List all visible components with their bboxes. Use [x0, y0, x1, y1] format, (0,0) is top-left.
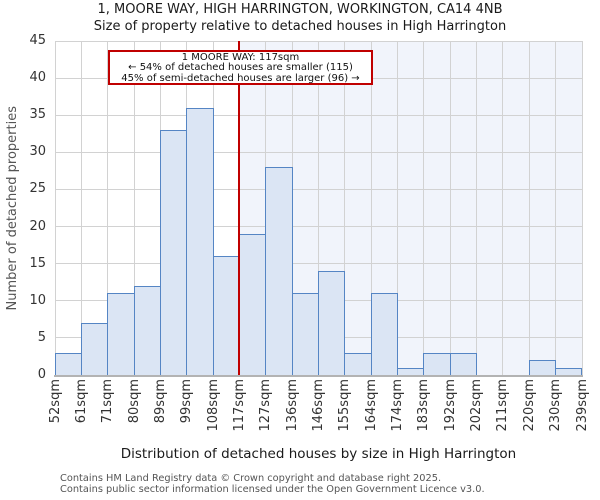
histogram-bar — [423, 352, 451, 375]
y-axis-label: Number of detached properties — [4, 105, 20, 311]
chart-title: 1, MOORE WAY, HIGH HARRINGTON, WORKINGTO… — [97, 2, 503, 17]
y-tick-label: 35 — [29, 107, 46, 123]
y-tick-label: 40 — [29, 70, 46, 86]
histogram-bar — [212, 256, 240, 375]
y-tick-label: 20 — [29, 218, 46, 234]
annotation-line-2: ← 54% of detached houses are smaller (11… — [128, 62, 353, 74]
histogram-bar — [133, 285, 161, 375]
y-tick-label: 0 — [37, 367, 46, 382]
x-tick-label: 183sqm — [416, 379, 432, 432]
x-tick-label: 164sqm — [363, 379, 379, 432]
x-tick-label: 192sqm — [442, 379, 458, 432]
x-tick-label: 230sqm — [548, 379, 564, 432]
gridline-vertical — [370, 41, 372, 375]
x-tick-label: 239sqm — [574, 379, 590, 432]
annotation-line-1: 1 MOORE WAY: 117sqm — [181, 52, 300, 63]
histogram-bar — [80, 323, 109, 375]
gridline-vertical — [423, 41, 425, 375]
marker-annotation: 1 MOORE WAY: 117sqm ← 54% of detached ho… — [108, 50, 373, 85]
x-tick-label: 146sqm — [311, 379, 326, 432]
gridline-vertical — [54, 41, 56, 375]
histogram-bar — [291, 293, 319, 375]
histogram-bar — [449, 352, 478, 375]
histogram-bar — [344, 352, 372, 375]
histogram-bar — [370, 293, 399, 375]
gridline-vertical — [80, 41, 82, 375]
plot-area — [54, 40, 583, 375]
gridline-vertical — [581, 41, 583, 375]
x-tick-label: 80sqm — [126, 379, 142, 424]
histogram-bar — [159, 130, 188, 375]
gridline-vertical — [528, 41, 530, 375]
gridline-vertical — [502, 41, 504, 375]
gridline-vertical — [476, 41, 478, 375]
histogram-bar — [265, 167, 293, 375]
y-tick-label: 10 — [29, 292, 46, 308]
histogram-bar — [238, 233, 267, 375]
y-tick-label: 30 — [29, 144, 46, 160]
x-tick-label: 174sqm — [390, 379, 406, 432]
x-axis-title: Distribution of detached houses by size … — [120, 446, 517, 462]
gridline-vertical — [555, 41, 557, 375]
x-tick-label: 117sqm — [231, 379, 247, 432]
histogram-bar — [555, 367, 583, 375]
histogram-bar — [186, 107, 214, 375]
gridline-vertical — [397, 41, 399, 375]
y-axis-label-wrap: Number of detached properties — [3, 41, 21, 375]
x-tick-label: 89sqm — [152, 379, 168, 424]
footer-attribution-line-2: Contains public sector information licen… — [60, 484, 485, 495]
x-tick-label: 155sqm — [337, 379, 353, 432]
y-tick-label: 5 — [37, 329, 46, 345]
histogram-bar — [397, 367, 425, 375]
y-tick-label: 15 — [29, 255, 46, 271]
gridline-vertical — [107, 41, 109, 375]
histogram-bar — [107, 293, 135, 375]
x-axis-line — [54, 375, 583, 377]
gridline-vertical — [344, 41, 346, 375]
marker-line — [238, 41, 241, 375]
x-tick-label: 202sqm — [469, 379, 485, 432]
x-tick-label: 108sqm — [205, 379, 221, 432]
gridline-vertical — [133, 41, 135, 375]
x-tick-label: 127sqm — [258, 379, 274, 432]
histogram-bar — [54, 352, 82, 375]
x-tick-label: 220sqm — [521, 379, 537, 432]
histogram-bar — [318, 271, 346, 375]
x-tick-label: 71sqm — [100, 379, 116, 424]
x-tick-label: 136sqm — [284, 379, 300, 432]
gridline-vertical — [318, 41, 319, 375]
chart-subtitle: Size of property relative to detached ho… — [93, 19, 507, 34]
x-tick-label: 99sqm — [179, 379, 195, 424]
gridline-vertical — [449, 41, 451, 375]
annotation-line-3: 45% of semi-detached houses are larger (… — [121, 72, 360, 84]
x-tick-label: 211sqm — [495, 379, 511, 432]
y-tick-label: 25 — [29, 181, 46, 197]
x-tick-label: 52sqm — [47, 379, 63, 424]
footer-attribution-line-1: Contains HM Land Registry data © Crown c… — [60, 473, 442, 484]
x-tick-label: 61sqm — [73, 379, 89, 424]
histogram-bar — [528, 360, 557, 375]
y-tick-label: 45 — [29, 33, 46, 48]
